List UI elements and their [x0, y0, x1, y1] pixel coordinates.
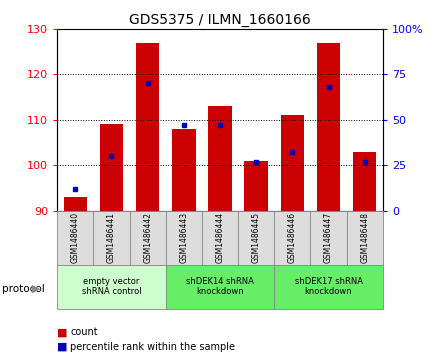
Text: GSM1486440: GSM1486440 [71, 212, 80, 263]
Text: GSM1486443: GSM1486443 [180, 212, 188, 263]
Bar [202, 211, 238, 265]
Bar [166, 211, 202, 265]
Bar [63, 197, 87, 211]
Text: percentile rank within the sample: percentile rank within the sample [70, 342, 235, 352]
Text: GSM1486445: GSM1486445 [252, 212, 260, 263]
Text: count: count [70, 327, 98, 337]
Text: ■: ■ [57, 327, 68, 337]
Text: empty vector
shRNA control: empty vector shRNA control [82, 277, 141, 297]
Bar [129, 211, 166, 265]
Bar [353, 152, 377, 211]
Text: GSM1486447: GSM1486447 [324, 212, 333, 263]
Bar [238, 211, 274, 265]
Bar [166, 265, 274, 309]
Bar [347, 211, 383, 265]
Bar [136, 43, 159, 211]
Bar [57, 265, 166, 309]
Bar [245, 160, 268, 211]
Bar [311, 211, 347, 265]
Text: ■: ■ [57, 342, 68, 352]
Text: GSM1486444: GSM1486444 [216, 212, 224, 263]
Text: protocol: protocol [2, 284, 45, 294]
Bar [317, 43, 340, 211]
Text: shDEK14 shRNA
knockdown: shDEK14 shRNA knockdown [186, 277, 254, 297]
Text: GSM1486448: GSM1486448 [360, 212, 369, 263]
Text: GSM1486446: GSM1486446 [288, 212, 297, 263]
Bar [274, 265, 383, 309]
Text: ▶: ▶ [32, 284, 40, 294]
Bar [57, 211, 93, 265]
Text: shDEK17 shRNA
knockdown: shDEK17 shRNA knockdown [294, 277, 363, 297]
Bar [274, 211, 311, 265]
Bar [281, 115, 304, 211]
Text: GSM1486441: GSM1486441 [107, 212, 116, 263]
Bar [93, 211, 129, 265]
Bar [208, 106, 232, 211]
Title: GDS5375 / ILMN_1660166: GDS5375 / ILMN_1660166 [129, 13, 311, 26]
Bar [172, 129, 195, 211]
Bar [100, 124, 123, 211]
Text: GSM1486442: GSM1486442 [143, 212, 152, 263]
